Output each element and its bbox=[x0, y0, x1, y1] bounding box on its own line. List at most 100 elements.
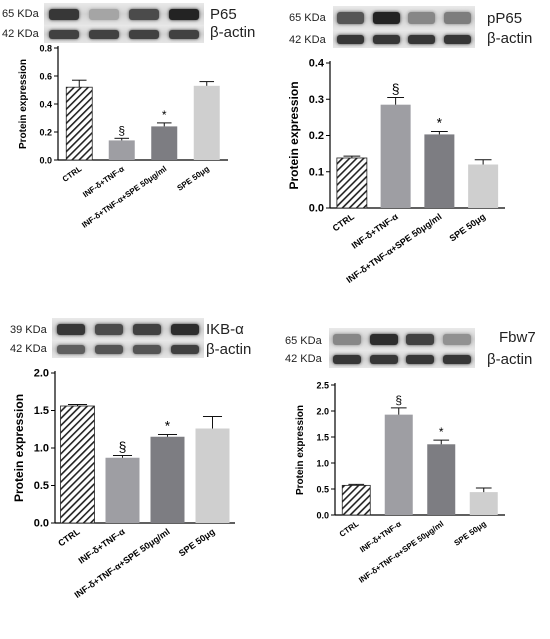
blot-actin-strip bbox=[329, 350, 475, 368]
bar bbox=[341, 484, 371, 516]
significance-marker: § bbox=[395, 393, 402, 407]
blot-actin-strip bbox=[44, 25, 204, 43]
y-tick-label: 0.2 bbox=[309, 130, 324, 142]
blot-name-actin: β-actin bbox=[487, 351, 533, 368]
bar bbox=[105, 457, 140, 523]
blot-name-actin: β-actin bbox=[487, 30, 533, 47]
bar bbox=[384, 414, 413, 515]
blot-band bbox=[170, 344, 200, 354]
x-tick-label: CTRL bbox=[56, 526, 82, 548]
panel-pp65: 65 KDa pP65 42 KDa β-actin 0.0 0.1 0.2 0.3 0… bbox=[275, 0, 550, 320]
blot-kda-label: 42 KDa bbox=[2, 28, 39, 40]
y-tick-label: 0.0 bbox=[309, 203, 324, 215]
y-tick-label: 0.2 bbox=[39, 128, 52, 138]
significance-marker: § bbox=[392, 80, 400, 96]
significance-marker: * bbox=[162, 108, 167, 122]
y-axis-label: Protein expression bbox=[295, 405, 306, 495]
blot-band bbox=[372, 12, 400, 24]
blot-band bbox=[56, 344, 86, 354]
blot-band bbox=[94, 323, 124, 335]
bar bbox=[336, 157, 368, 209]
blot-band bbox=[168, 29, 200, 39]
blot-band bbox=[132, 344, 162, 354]
y-tick-label: 1.5 bbox=[316, 433, 329, 443]
y-tick-label: 0.4 bbox=[39, 100, 52, 110]
bar bbox=[108, 140, 135, 160]
y-tick-label: 0.5 bbox=[316, 485, 329, 495]
blot-name-ikba: IKB-α bbox=[206, 321, 244, 338]
blot-fbw7-strip bbox=[329, 328, 475, 350]
blot-band bbox=[443, 12, 471, 24]
blot-actin-strip bbox=[52, 340, 204, 358]
significance-marker: * bbox=[439, 425, 444, 439]
blot-name-fbw7: Fbw7 bbox=[499, 329, 536, 346]
y-axis-label: Protein expression bbox=[287, 81, 301, 189]
y-tick-label: 0.4 bbox=[309, 58, 325, 70]
y-axis-label: Protein expression bbox=[12, 394, 26, 502]
blot-kda-label: 39 KDa bbox=[10, 324, 47, 336]
blot-kda-label: 42 KDa bbox=[285, 353, 322, 365]
blot-name-actin: β-actin bbox=[206, 341, 252, 358]
y-tick-label: 1.0 bbox=[34, 443, 49, 455]
y-tick-label: 0.8 bbox=[39, 44, 52, 54]
x-tick-label: CTRL bbox=[338, 519, 361, 539]
blot-band bbox=[128, 29, 160, 39]
panel-ikba: 39 KDa IKB-α 42 KDa β-actin 0.0 0.5 1.0 1.5… bbox=[0, 315, 275, 639]
blot-band bbox=[337, 12, 365, 24]
significance-marker: § bbox=[119, 439, 127, 455]
blot-band bbox=[443, 34, 471, 44]
blot-band bbox=[333, 333, 362, 345]
blot-band bbox=[406, 333, 435, 345]
panel-p65: 65 KDa P65 42 KDa β-actin 0.0 0.2 0.4 0.6 0.… bbox=[0, 0, 275, 320]
x-tick-label: SPE 50μg bbox=[448, 211, 488, 243]
blot-actin-strip bbox=[333, 30, 475, 48]
y-tick-label: 0.3 bbox=[309, 94, 324, 106]
x-tick-label: INF-δ+TNF-α+SPE 50μg/ml bbox=[357, 519, 445, 585]
blot-kda-label: 65 KDa bbox=[289, 12, 326, 24]
blot-band bbox=[333, 354, 362, 364]
significance-marker: * bbox=[165, 418, 171, 434]
blot-p65-strip bbox=[44, 3, 204, 25]
bar bbox=[60, 405, 95, 524]
blot-band bbox=[56, 323, 86, 335]
y-tick-label: 0.0 bbox=[39, 156, 52, 166]
y-tick-label: 1.0 bbox=[316, 459, 329, 469]
x-tick-label: SPE 50μg bbox=[177, 526, 217, 558]
blot-band bbox=[128, 8, 160, 20]
y-tick-label: 2.0 bbox=[316, 407, 329, 417]
blot-name-p65: P65 bbox=[210, 6, 237, 23]
y-tick-label: 1.5 bbox=[34, 405, 49, 417]
bar bbox=[195, 428, 230, 523]
bar bbox=[380, 104, 411, 208]
bar-chart-fbw7: 0.0 0.5 1.0 1.5 2.0 2.5 Protein expression CTRL… bbox=[295, 381, 505, 585]
blot-band bbox=[369, 354, 398, 364]
blot-band bbox=[170, 323, 200, 335]
bar bbox=[150, 436, 185, 523]
y-tick-label: 0.0 bbox=[34, 518, 49, 530]
y-tick-label: 0.5 bbox=[34, 480, 49, 492]
blot-name-actin: β-actin bbox=[210, 24, 256, 41]
blot-band bbox=[168, 8, 200, 20]
bar bbox=[424, 134, 455, 208]
x-tick-label: INF-δ+TNF-α+SPE 50μg/ml bbox=[80, 164, 168, 230]
blot-band bbox=[406, 354, 435, 364]
significance-marker: * bbox=[437, 115, 443, 131]
blot-band bbox=[442, 333, 471, 345]
panel-fbw7: 65 KDa Fbw7 42 KDa β-actin 0.0 0.5 1.0 1.5 2… bbox=[275, 315, 550, 639]
blot-pp65-strip bbox=[333, 6, 475, 30]
blot-name-pp65: pP65 bbox=[487, 10, 523, 27]
blot-kda-label: 65 KDa bbox=[2, 8, 39, 20]
bar bbox=[65, 86, 93, 161]
y-tick-label: 0.0 bbox=[316, 511, 329, 521]
blot-band bbox=[88, 8, 120, 20]
y-tick-label: 2.0 bbox=[34, 368, 49, 380]
bar bbox=[469, 492, 498, 515]
blot-band bbox=[88, 29, 120, 39]
bar-chart-p65: 0.0 0.2 0.4 0.6 0.8 Protein expression CTRL § IN… bbox=[18, 44, 228, 230]
blot-band bbox=[48, 8, 80, 20]
x-tick-label: SPE 50μg bbox=[175, 164, 210, 193]
bar bbox=[151, 126, 178, 160]
blot-band bbox=[94, 344, 124, 354]
